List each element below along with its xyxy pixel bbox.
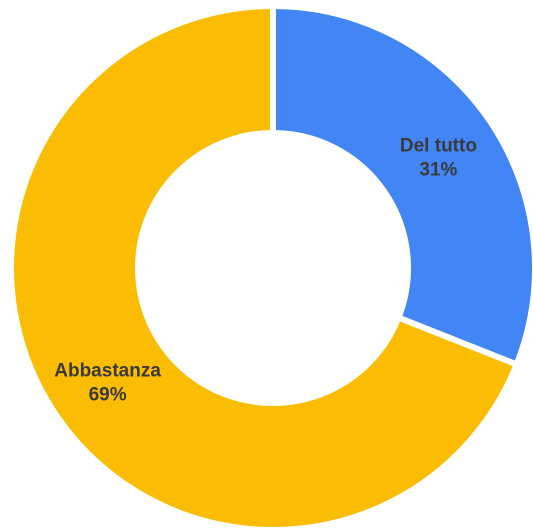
slice-label-value: 69% bbox=[89, 384, 127, 405]
donut-slices bbox=[8, 2, 533, 530]
slice-labels: Del tutto 31% Abbastanza 69% bbox=[54, 136, 477, 406]
slice-del-tutto[interactable] bbox=[270, 2, 533, 369]
slice-label-name: Del tutto bbox=[400, 136, 477, 157]
slice-label-value: 31% bbox=[419, 160, 457, 181]
slice-label-name: Abbastanza bbox=[54, 360, 161, 381]
